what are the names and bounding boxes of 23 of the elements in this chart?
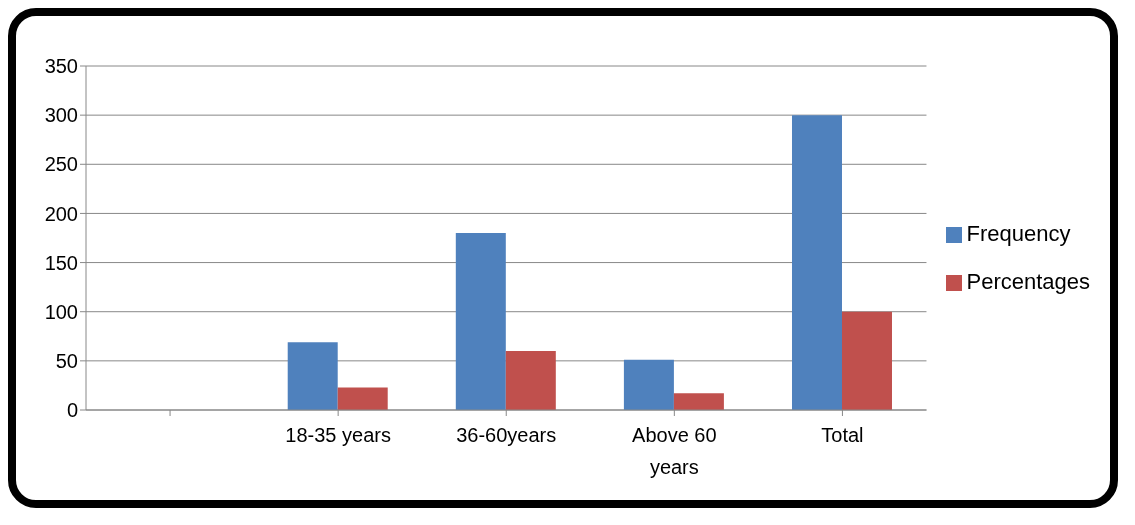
x-tick-label: Total — [821, 424, 864, 446]
legend-label: Percentages — [966, 269, 1090, 294]
x-tick-label: Above 60 years — [632, 424, 717, 478]
y-tick-label: 0 — [66, 399, 78, 422]
bar — [337, 387, 388, 410]
y-tick-label: 250 — [44, 153, 78, 176]
y-tick-label: 50 — [55, 349, 78, 372]
bar — [455, 233, 506, 410]
bar — [623, 359, 674, 410]
bar — [841, 311, 892, 410]
frame: Frequency Percentages 18-35 years 36-60years Above 60 years Total 0 50 100 150 200 250 300 350 — [8, 8, 1118, 508]
x-tick-label: 36-60years — [456, 424, 557, 446]
y-tick-label: 200 — [44, 202, 78, 225]
y-tick-label: 100 — [44, 300, 78, 323]
bar — [673, 393, 724, 410]
legend-label: Frequency — [966, 221, 1071, 246]
y-tick-label: 350 — [44, 55, 78, 78]
bar — [505, 351, 556, 410]
y-tick-label: 150 — [44, 251, 78, 274]
y-tick-label: 300 — [44, 104, 78, 127]
bar — [287, 342, 338, 410]
x-tick-label: 18-35 years — [285, 424, 391, 446]
bar — [791, 115, 842, 410]
